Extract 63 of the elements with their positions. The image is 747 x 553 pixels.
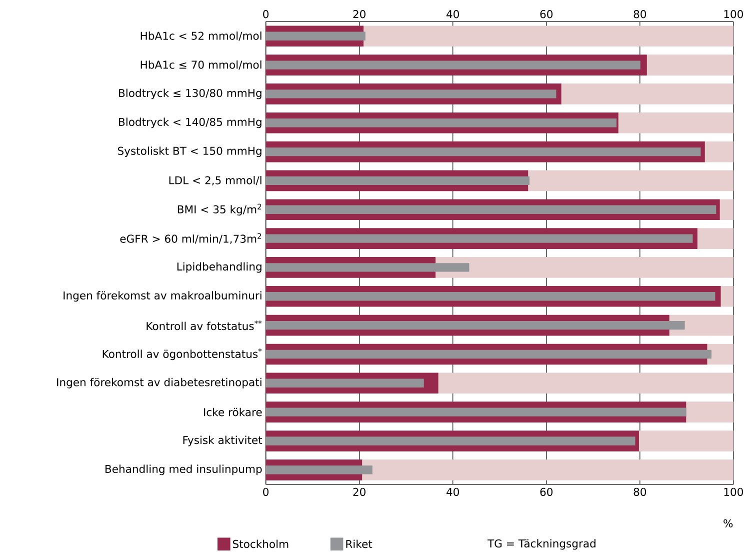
bar [266,147,701,156]
bar [266,262,470,272]
legend-label: Riket [346,540,372,548]
y-tick-label: Blodtryck ≤ 130/80 mmHg [119,88,262,100]
y-tick-label: Fysisk aktivitet [183,436,262,446]
bar [266,234,693,243]
bar [707,344,734,364]
y-tick-label: Icke rökare [204,408,262,416]
bar [266,205,716,214]
y-tick-label: BMI < 35 kg/m$^{2}$ [178,204,262,216]
y-tick-label: Ingen förekomst av makroalbuminuri [64,291,262,302]
y-tick-label: Kontroll av fotstatus$^{**}$ [146,320,262,330]
x-tick-label: 80 [634,488,646,496]
x-tick-label: 0 [263,488,269,496]
bar [266,118,617,128]
bar [266,32,366,40]
bar [561,83,734,104]
bar [697,228,734,249]
x2-tick-label: 40 [446,10,459,18]
x-tick-label: 40 [446,488,459,496]
text: TG = Täckningsgrad [487,539,596,550]
x2-tick-label: 80 [634,10,646,18]
bar [266,465,372,474]
bar [638,430,734,452]
y-tick-label: Blodtryck < 140/85 mmHg [119,118,262,128]
y-tick-label: eGFR > 60 ml/min/1,73m$^{2}$ [120,233,262,244]
legend-label: Stockholm [232,540,288,548]
bar [720,199,734,220]
bar [436,256,734,278]
bar [266,408,686,416]
bar [528,170,734,191]
bar [266,89,556,98]
y-tick-label: Ingen förekomst av diabetesretinopati [57,378,262,388]
bar [362,459,734,480]
bar [618,112,734,134]
y-tick-label: Kontroll av ögonbottenstatus$^{*}$ [102,348,262,360]
x-axis-title: % [724,519,733,528]
x-tick-label: 20 [353,488,366,496]
y-tick-label: Lipidbehandling [177,262,262,273]
x2-tick-label: 100 [724,10,743,18]
bar [266,292,716,301]
y-tick-label: LDL < 2,5 mmol/l [169,176,262,186]
bar [646,54,734,76]
x-tick-label: 60 [540,488,553,496]
bar [438,372,734,394]
bar [704,141,734,162]
bar [266,60,640,70]
y-tick-label: Behandling med insulinpump [106,464,262,475]
y-tick-label: HbA1c < 52 mmol/mol [140,31,262,41]
x2-tick-label: 60 [540,10,553,18]
bar [266,320,685,330]
x2-tick-label: 0 [263,10,269,18]
bar [364,26,734,46]
y-tick-label: Systoliskt BT < 150 mmHg [118,146,262,157]
bar [266,176,530,185]
bar [266,350,712,358]
bar [686,401,734,422]
bar [266,436,636,446]
x2-tick-label: 20 [353,10,366,18]
bar [720,286,734,307]
x-tick-label: 100 [724,488,743,496]
bar [266,378,424,388]
y-tick-label: HbA1c ≤ 70 mmol/mol [140,60,262,70]
